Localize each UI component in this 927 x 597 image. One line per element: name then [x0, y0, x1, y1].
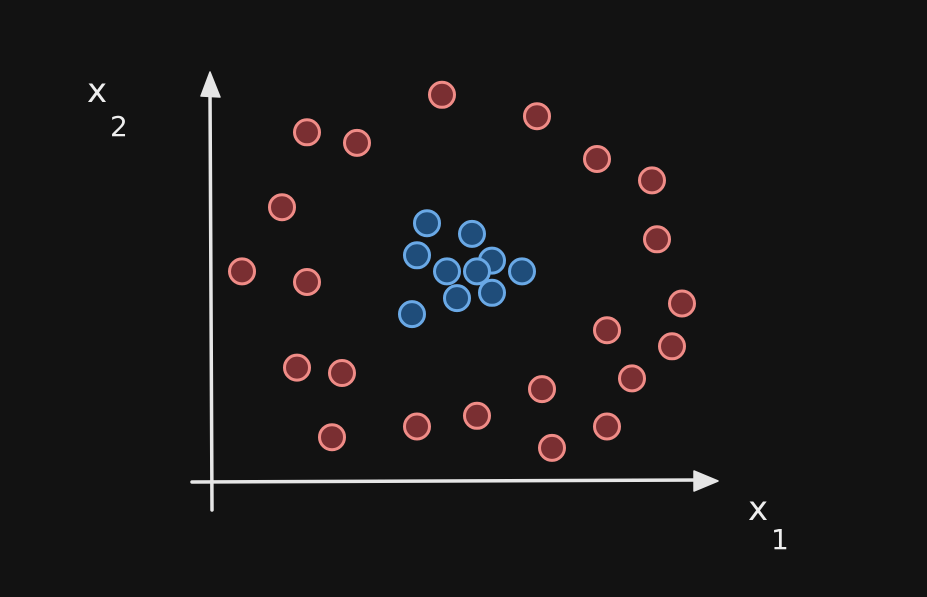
- outer-point-20: [318, 423, 346, 452]
- y-axis-arrowhead: [200, 71, 221, 98]
- inner-point-6: [508, 257, 536, 286]
- outer-point-14: [328, 359, 356, 387]
- y-axis-label: x: [87, 71, 107, 111]
- x-axis-label-subscript: 1: [771, 523, 789, 556]
- inner-point-0: [413, 209, 441, 238]
- y-axis-line: [208, 88, 214, 512]
- inner-point-7: [443, 284, 471, 313]
- inner-point-9: [398, 300, 426, 329]
- outer-point-13: [283, 353, 311, 382]
- outer-point-10: [668, 289, 696, 318]
- outer-point-1: [523, 102, 551, 131]
- data-points: [228, 80, 696, 462]
- outer-point-5: [638, 166, 666, 195]
- inner-point-8: [478, 278, 506, 307]
- outer-point-6: [268, 193, 296, 222]
- outer-point-17: [463, 401, 491, 430]
- y-axis-label-subscript: 2: [110, 110, 128, 143]
- outer-point-16: [528, 375, 556, 404]
- inner-point-5: [463, 257, 491, 286]
- outer-point-2: [293, 118, 321, 147]
- outer-point-12: [658, 332, 686, 361]
- inner-point-2: [403, 241, 431, 270]
- outer-point-3: [343, 128, 371, 157]
- inner-point-1: [458, 219, 486, 248]
- axes: [190, 71, 719, 512]
- outer-point-9: [293, 268, 321, 296]
- outer-point-0: [428, 80, 456, 109]
- x-axis-arrowhead: [693, 470, 719, 492]
- outer-point-7: [643, 225, 671, 254]
- outer-point-18: [403, 412, 431, 441]
- x-axis-label: x: [748, 489, 768, 529]
- inner-point-4: [433, 257, 461, 286]
- outer-point-21: [538, 433, 566, 462]
- outer-point-15: [618, 364, 646, 393]
- outer-point-11: [593, 316, 621, 345]
- x-axis-line: [190, 478, 702, 484]
- outer-point-8: [228, 257, 256, 286]
- outer-point-19: [593, 412, 621, 441]
- outer-point-4: [583, 145, 611, 173]
